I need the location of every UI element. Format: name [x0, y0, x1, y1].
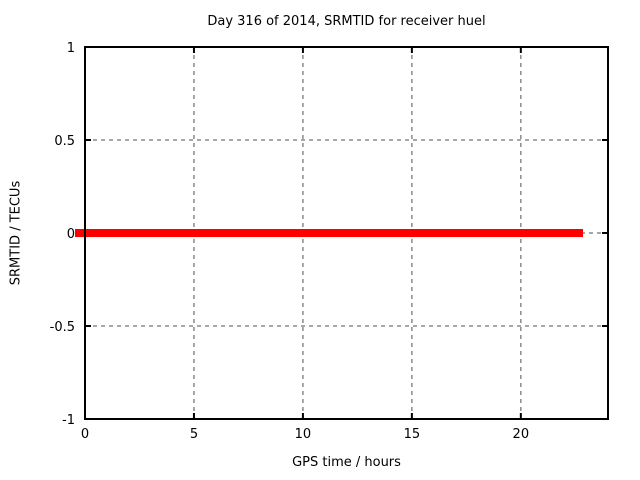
x-tick-label: 0 — [81, 427, 89, 442]
y-tick-label: 1 — [67, 41, 75, 56]
chart-title: Day 316 of 2014, SRMTID for receiver hue… — [207, 14, 486, 29]
y-tick-label: 0 — [67, 227, 75, 242]
plot-border — [84, 46, 609, 420]
x-tick-label: 10 — [295, 427, 312, 442]
x-tick-label: 5 — [190, 427, 198, 442]
y-tick-label: -1 — [62, 413, 75, 428]
y-tick-label: 0.5 — [54, 134, 75, 149]
y-tick-label: -0.5 — [50, 320, 75, 335]
x-axis-label: GPS time / hours — [292, 455, 401, 470]
x-tick-label: 15 — [404, 427, 421, 442]
x-tick-label: 20 — [513, 427, 530, 442]
